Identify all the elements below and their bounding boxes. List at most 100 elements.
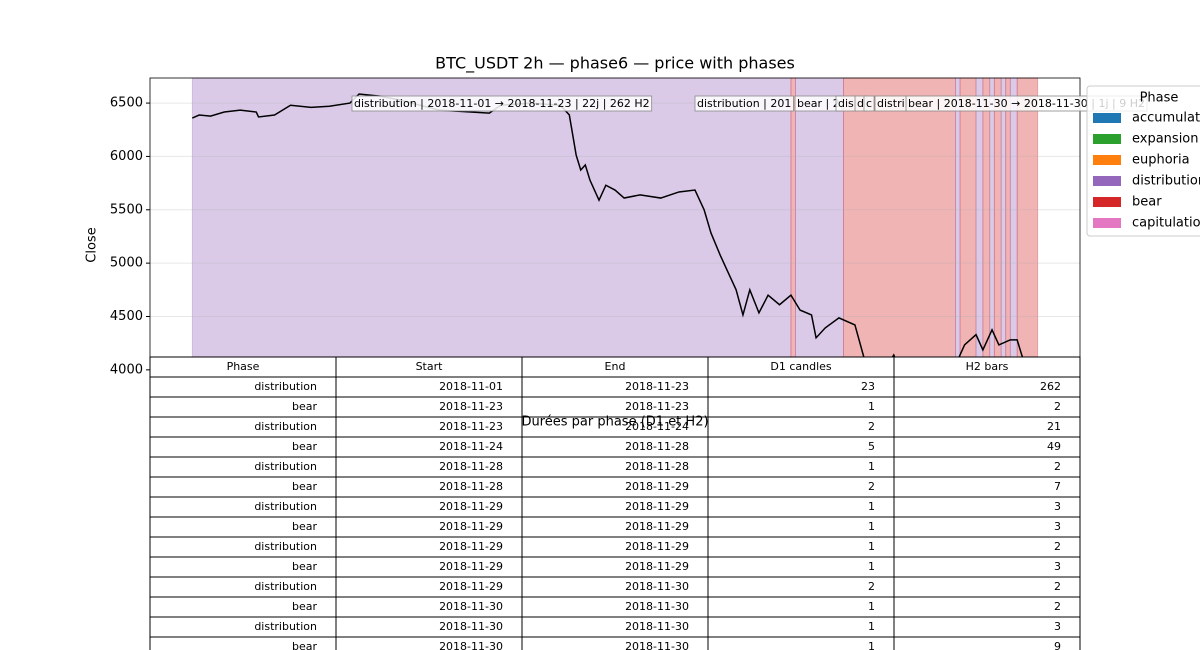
- annotation-text: distribution | 201: [697, 97, 791, 110]
- table-title: Durées par phase (D1 et H2): [521, 415, 708, 430]
- table-cell-text: 1: [868, 640, 875, 650]
- table-cell: [893, 616, 1081, 638]
- table-cell-text: 2018-11-30: [439, 640, 503, 650]
- annotation-text: c: [866, 97, 872, 110]
- table-cell: [707, 556, 895, 578]
- table-cell-text: bear: [292, 480, 317, 493]
- table-cell-text: 2018-11-29: [439, 520, 503, 533]
- table-cell-text: 2018-11-28: [439, 460, 503, 473]
- table-cell: [893, 456, 1081, 478]
- annotation-text: dis: [838, 97, 854, 110]
- legend-label: capitulation: [1132, 216, 1200, 231]
- annotation-box: [863, 95, 875, 112]
- table-cell-text: 2018-11-24: [625, 420, 689, 433]
- table-cell: [707, 536, 895, 558]
- y-tick-label: 4000: [110, 362, 143, 377]
- table-cell-text: 2018-11-29: [625, 480, 689, 493]
- table-cell-text: distribution: [254, 580, 317, 593]
- table-cell-text: bear: [292, 560, 317, 573]
- annotation-text: d: [857, 97, 864, 110]
- table-cell-text: 1: [868, 540, 875, 553]
- table-cell: [893, 576, 1081, 598]
- table-header: Start: [416, 360, 444, 373]
- legend-label: distribution: [1132, 174, 1200, 189]
- table-header: D1 candles: [770, 360, 832, 373]
- y-tick-label: 6500: [110, 96, 143, 111]
- table-cell: [893, 476, 1081, 498]
- table-cell-text: 1: [868, 560, 875, 573]
- y-tick-label: 6000: [110, 149, 143, 164]
- table-cell-text: 2: [1054, 540, 1061, 553]
- table-cell-text: bear: [292, 520, 317, 533]
- table-cell: [707, 596, 895, 618]
- annotation-text: bear | 2: [797, 97, 840, 110]
- y-tick-label: 4500: [110, 309, 143, 324]
- table-cell: [893, 636, 1081, 650]
- legend-swatch: [1093, 134, 1121, 144]
- table-cell-text: 2018-11-01: [439, 380, 503, 393]
- table-cell-text: bear: [292, 440, 317, 453]
- table-cell: [707, 636, 895, 650]
- table-cell-text: distribution: [254, 500, 317, 513]
- legend-label: euphoria: [1132, 153, 1190, 168]
- table-cell: [893, 396, 1081, 418]
- table-cell-text: 2: [868, 580, 875, 593]
- annotation-text: distri: [877, 97, 905, 110]
- table-cell-text: distribution: [254, 460, 317, 473]
- table-cell-text: 9: [1054, 640, 1061, 650]
- table-cell: [707, 396, 895, 418]
- table-cell-text: 2018-11-29: [625, 540, 689, 553]
- annotation: distri: [874, 95, 908, 112]
- table-cell-text: 2018-11-28: [439, 480, 503, 493]
- legend-swatch: [1093, 155, 1121, 165]
- legend-swatch: [1093, 176, 1121, 186]
- table-cell-text: 2: [1054, 600, 1061, 613]
- table-cell-text: bear: [292, 640, 317, 650]
- table-cell-text: 1: [868, 500, 875, 513]
- table-cell-text: 3: [1054, 620, 1061, 633]
- table-cell-text: 2018-11-29: [625, 520, 689, 533]
- y-tick-label: 5500: [110, 202, 143, 217]
- table-cell-text: 7: [1054, 480, 1061, 493]
- table-cell-text: 2: [868, 480, 875, 493]
- legend-swatch: [1093, 197, 1121, 207]
- table-cell-text: distribution: [254, 420, 317, 433]
- table-cell-text: 2018-11-24: [439, 440, 503, 453]
- table-cell: [707, 436, 895, 458]
- table-cell-text: 2: [868, 420, 875, 433]
- table-cell: [893, 496, 1081, 518]
- table-cell-text: 2018-11-30: [625, 580, 689, 593]
- table-cell: [893, 536, 1081, 558]
- table-cell-text: 1: [868, 600, 875, 613]
- table-cell-text: 3: [1054, 520, 1061, 533]
- table-cell-text: 2018-11-23: [625, 400, 689, 413]
- table-header: H2 bars: [966, 360, 1009, 373]
- annotation-text: bear | 2018-11-30 → 2018-11-30 | 1j | 9 …: [908, 97, 1145, 110]
- legend-title: Phase: [1140, 91, 1179, 106]
- table-cell: [707, 576, 895, 598]
- legend-label: accumulation: [1132, 111, 1200, 126]
- table-cell-text: 2018-11-29: [625, 560, 689, 573]
- table-cell-text: 2018-11-29: [439, 560, 503, 573]
- table-cell: [707, 416, 895, 438]
- table-cell-text: 262: [1040, 380, 1061, 393]
- table-cell-text: 2018-11-29: [439, 540, 503, 553]
- table-cell-text: 3: [1054, 560, 1061, 573]
- table-header: Phase: [227, 360, 260, 373]
- annotation-box: [694, 95, 794, 112]
- table-cell-text: 5: [868, 440, 875, 453]
- table-cell-text: 1: [868, 520, 875, 533]
- table-cell-text: distribution: [254, 380, 317, 393]
- table-cell: [893, 556, 1081, 578]
- table-cell-text: distribution: [254, 540, 317, 553]
- annotation: distribution | 2018-11-01 → 2018-11-23 |…: [351, 95, 653, 112]
- table-cell-text: 2018-11-29: [625, 500, 689, 513]
- table-cell-text: 2018-11-28: [625, 460, 689, 473]
- table-cell-text: 2018-11-23: [625, 380, 689, 393]
- legend-label: expansion: [1132, 132, 1199, 147]
- table-cell: [707, 516, 895, 538]
- table-cell: [707, 616, 895, 638]
- annotation: bear | 2: [794, 95, 843, 112]
- y-axis-label: Close: [85, 227, 100, 262]
